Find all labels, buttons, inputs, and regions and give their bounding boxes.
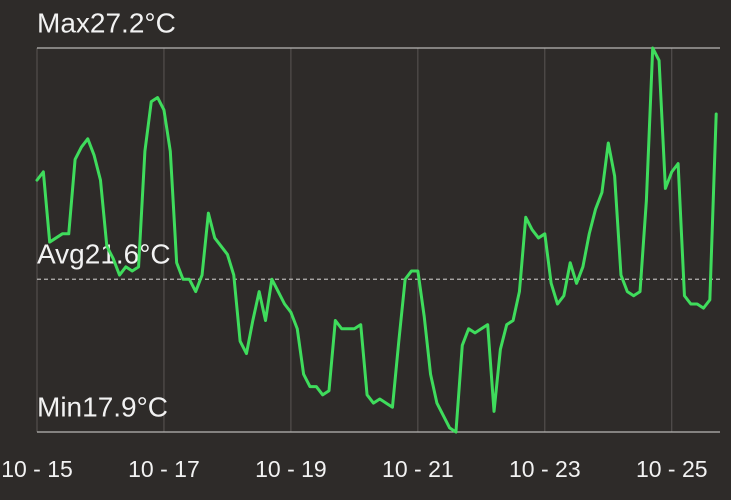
y-tick-label: Min17.9°C: [37, 391, 168, 422]
data-line: [35, 46, 718, 434]
x-tick-label: 10 - 17: [128, 456, 200, 482]
x-tick-label: 10 - 23: [509, 456, 581, 482]
x-tick-label: 10 - 15: [1, 456, 73, 482]
y-tick-label: Max27.2°C: [37, 7, 176, 38]
x-tick-label: 10 - 21: [382, 456, 454, 482]
x-tick-label: 10 - 19: [255, 456, 327, 482]
y-tick-label: Avg21.6°C: [37, 239, 171, 270]
x-tick-label: 10 - 25: [636, 456, 708, 482]
